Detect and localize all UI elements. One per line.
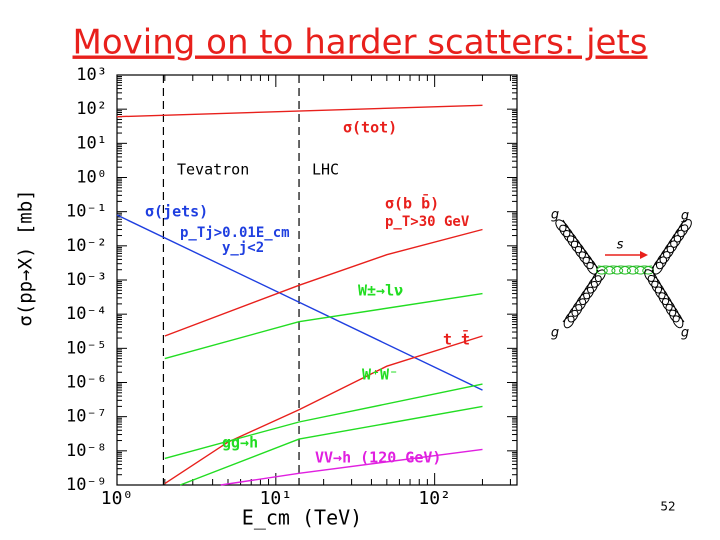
gluon — [562, 269, 606, 329]
gluon — [644, 269, 685, 329]
collider-label: Tevatron — [177, 161, 249, 179]
y-tick-label: 10⁰ — [76, 168, 107, 188]
annotation: p_Tj>0.01E_cm — [180, 225, 290, 241]
collider-label: LHC — [312, 161, 339, 179]
page-number: 52 — [660, 500, 675, 514]
series-line — [164, 228, 483, 337]
series-label: gg→h — [222, 434, 258, 452]
diagram-label: g — [681, 209, 689, 224]
y-tick-label: 10⁻⁹ — [66, 475, 107, 495]
y-tick-label: 10⁻¹ — [66, 202, 107, 222]
series-line — [164, 383, 483, 460]
diagram-label: g — [681, 326, 689, 341]
slide-title: Moving on to harder scatters: jets — [73, 23, 648, 63]
y-tick-label: 10⁻² — [66, 236, 107, 256]
gluon — [651, 219, 692, 275]
diagram-label: g — [551, 326, 559, 341]
arrow-head — [640, 251, 648, 259]
x-tick-label: 10² — [418, 488, 451, 509]
y-tick-label: 10⁻⁷ — [66, 407, 107, 427]
series-line — [220, 448, 483, 486]
series-label: σ(b b̄) — [385, 192, 439, 212]
annotation: p_T>30 GeV — [385, 214, 470, 230]
series-label: VV→h (120 GeV) — [315, 449, 441, 467]
series-label: t t̄ — [443, 328, 470, 348]
diagram-label: s — [617, 238, 624, 253]
y-axis-label: σ(pp→X) [mb] — [15, 189, 37, 326]
series-line — [116, 214, 483, 391]
series-line — [116, 104, 483, 118]
series-line — [164, 292, 483, 360]
diagram-label: g — [551, 208, 559, 223]
annotation: y_j<2 — [222, 240, 264, 256]
plot-frame — [116, 74, 518, 486]
series-label: W⁺W⁻ — [362, 366, 398, 384]
y-tick-label: 10² — [76, 99, 107, 119]
series-label: σ(tot) — [343, 119, 397, 137]
y-tick-label: 10⁻³ — [66, 270, 107, 290]
x-tick-label: 10¹ — [260, 488, 293, 509]
y-tick-label: 10⁻⁸ — [66, 441, 107, 461]
series-line — [164, 335, 483, 485]
gluon — [596, 265, 654, 275]
y-tick-label: 10³ — [76, 65, 107, 85]
series-label: σ(jets) — [145, 203, 208, 221]
gluon — [555, 219, 599, 275]
x-axis-label: E_cm (TeV) — [242, 506, 362, 530]
y-tick-label: 10⁻⁶ — [66, 373, 107, 393]
series-line — [179, 405, 483, 486]
y-tick-label: 10⁻⁴ — [66, 304, 107, 324]
y-tick-label: 10¹ — [76, 133, 107, 153]
series-label: W±→lν — [358, 282, 403, 300]
x-tick-label: 10⁰ — [101, 488, 134, 509]
y-tick-label: 10⁻⁵ — [66, 338, 107, 358]
